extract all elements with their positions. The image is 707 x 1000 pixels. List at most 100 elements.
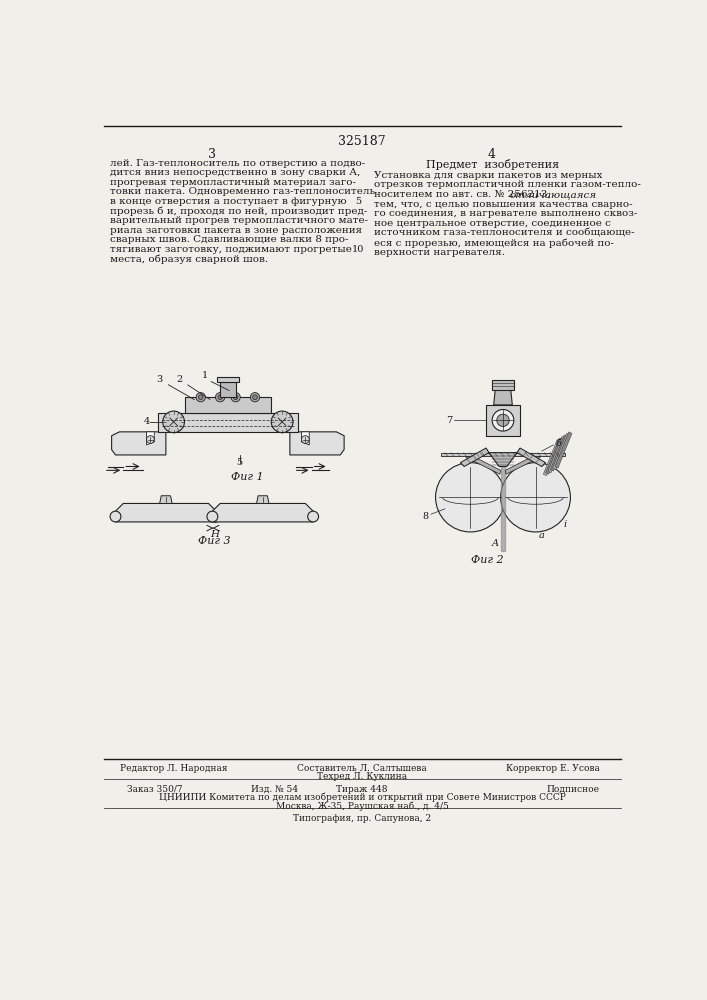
Text: 8: 8 — [423, 512, 428, 521]
Text: источником газа-теплоносителя и сообщающе-: источником газа-теплоносителя и сообщающ… — [373, 229, 634, 238]
Text: ЦНИИПИ Комитета по делам изобретений и открытий при Совете Министров СССР: ЦНИИПИ Комитета по делам изобретений и о… — [158, 793, 566, 802]
Circle shape — [216, 393, 225, 402]
Polygon shape — [550, 435, 567, 471]
Circle shape — [231, 393, 240, 402]
Text: отличающаяся: отличающаяся — [510, 190, 597, 199]
Polygon shape — [185, 397, 271, 413]
Polygon shape — [517, 448, 546, 466]
Text: Изд. № 54: Изд. № 54 — [251, 785, 298, 794]
Text: ное центральное отверстие, соединенное с: ное центральное отверстие, соединенное с — [373, 219, 610, 228]
Text: тем, что, с целью повышения качества сварно-: тем, что, с целью повышения качества сва… — [373, 200, 632, 209]
Polygon shape — [543, 440, 561, 476]
Text: Техред Л. Куклина: Техред Л. Куклина — [317, 772, 407, 781]
Circle shape — [146, 436, 154, 443]
Text: a: a — [539, 531, 544, 540]
Polygon shape — [441, 453, 565, 456]
Text: Тираж 448: Тираж 448 — [337, 785, 387, 794]
Circle shape — [308, 511, 319, 522]
Text: 4: 4 — [487, 148, 496, 161]
Polygon shape — [489, 453, 517, 466]
Circle shape — [233, 395, 238, 400]
Polygon shape — [115, 503, 216, 522]
Circle shape — [271, 411, 293, 433]
Text: A: A — [492, 539, 498, 548]
Text: 3: 3 — [209, 148, 216, 161]
Polygon shape — [217, 377, 239, 382]
Text: товки пакета. Одновременно газ-теплоноситель: товки пакета. Одновременно газ-теплоноси… — [110, 187, 375, 196]
Polygon shape — [492, 380, 514, 389]
Polygon shape — [548, 436, 565, 473]
Circle shape — [497, 414, 509, 426]
Polygon shape — [158, 413, 298, 432]
Text: Предмет  изобретения: Предмет изобретения — [426, 158, 559, 169]
Circle shape — [436, 463, 506, 532]
Text: тягивают заготовку, поджимают прогретые: тягивают заготовку, поджимают прогретые — [110, 245, 352, 254]
Text: 7: 7 — [445, 416, 452, 425]
Text: риала заготовки пакета в зоне расположения: риала заготовки пакета в зоне расположен… — [110, 226, 362, 235]
Text: Типография, пр. Сапунова, 2: Типография, пр. Сапунова, 2 — [293, 814, 431, 823]
Circle shape — [207, 511, 218, 522]
Text: і: і — [563, 520, 566, 529]
Text: 1: 1 — [201, 371, 208, 380]
Circle shape — [199, 395, 203, 400]
Polygon shape — [555, 432, 572, 468]
Text: 325187: 325187 — [338, 135, 386, 148]
Text: Составитель Л. Салтышева: Составитель Л. Салтышева — [297, 764, 427, 773]
Text: Заказ 350/7: Заказ 350/7 — [127, 785, 182, 794]
Text: 3: 3 — [156, 375, 163, 384]
Text: Фиг 2: Фиг 2 — [471, 555, 504, 565]
Circle shape — [492, 410, 514, 431]
Text: Москва, Ж-35, Раушская наб., д. 4/5: Москва, Ж-35, Раушская наб., д. 4/5 — [276, 801, 448, 811]
Polygon shape — [290, 432, 344, 455]
Polygon shape — [553, 433, 570, 470]
Polygon shape — [220, 382, 235, 397]
Text: отрезков термопластичной пленки газом-тепло-: отрезков термопластичной пленки газом-те… — [373, 180, 641, 189]
Text: Подписное: Подписное — [547, 785, 600, 794]
Text: еся с прорезью, имеющейся на рабочей по-: еся с прорезью, имеющейся на рабочей по- — [373, 238, 614, 248]
Text: сварных швов. Сдавливающие валки 8 про-: сварных швов. Сдавливающие валки 8 про- — [110, 235, 349, 244]
Text: носителем по авт. св. № 256213,: носителем по авт. св. № 256213, — [373, 190, 554, 199]
Text: 4: 4 — [144, 417, 150, 426]
Text: варительный прогрев термопластичного мате-: варительный прогрев термопластичного мат… — [110, 216, 368, 225]
Circle shape — [501, 463, 571, 532]
Text: места, образуя сварной шов.: места, образуя сварной шов. — [110, 255, 268, 264]
Text: прорезь б и, проходя по ней, производит пред-: прорезь б и, проходя по ней, производит … — [110, 207, 368, 216]
Text: Установка для сварки пакетов из мерных: Установка для сварки пакетов из мерных — [373, 171, 602, 180]
Circle shape — [196, 393, 206, 402]
Circle shape — [252, 395, 257, 400]
Polygon shape — [112, 432, 166, 455]
Text: Фиг 1: Фиг 1 — [231, 472, 264, 482]
Text: го соединения, в нагревателе выполнено сквоз-: го соединения, в нагревателе выполнено с… — [373, 209, 637, 218]
Text: б: б — [556, 439, 562, 448]
Polygon shape — [257, 496, 269, 503]
Circle shape — [250, 393, 259, 402]
Polygon shape — [301, 432, 309, 445]
Circle shape — [163, 411, 185, 433]
Text: 2: 2 — [176, 375, 182, 384]
Polygon shape — [493, 389, 513, 405]
Polygon shape — [146, 432, 154, 445]
Polygon shape — [506, 455, 540, 474]
Circle shape — [211, 511, 222, 522]
Text: 5: 5 — [355, 197, 361, 206]
Text: в конце отверстия а поступает в фигурную: в конце отверстия а поступает в фигурную — [110, 197, 346, 206]
Text: Корректор Е. Усова: Корректор Е. Усова — [506, 764, 600, 773]
Text: дится вниз непосредственно в зону сварки А,: дится вниз непосредственно в зону сварки… — [110, 168, 361, 177]
Circle shape — [218, 395, 223, 400]
Polygon shape — [160, 496, 172, 503]
Text: 10: 10 — [352, 245, 364, 254]
Text: лей. Газ-теплоноситель по отверстию а подво-: лей. Газ-теплоноситель по отверстию а по… — [110, 158, 366, 167]
Text: 5: 5 — [236, 458, 243, 467]
Polygon shape — [546, 438, 563, 474]
Polygon shape — [486, 405, 520, 436]
Text: Редактор Л. Народная: Редактор Л. Народная — [120, 764, 228, 773]
Circle shape — [301, 436, 309, 443]
Polygon shape — [466, 455, 501, 474]
Text: прогревая термопластичный материал заго-: прогревая термопластичный материал заго- — [110, 178, 356, 187]
Text: Фиг 3: Фиг 3 — [199, 536, 231, 546]
Polygon shape — [460, 448, 489, 466]
Circle shape — [110, 511, 121, 522]
Polygon shape — [212, 503, 313, 522]
Text: верхности нагревателя.: верхности нагревателя. — [373, 248, 505, 257]
Text: H: H — [210, 530, 219, 539]
